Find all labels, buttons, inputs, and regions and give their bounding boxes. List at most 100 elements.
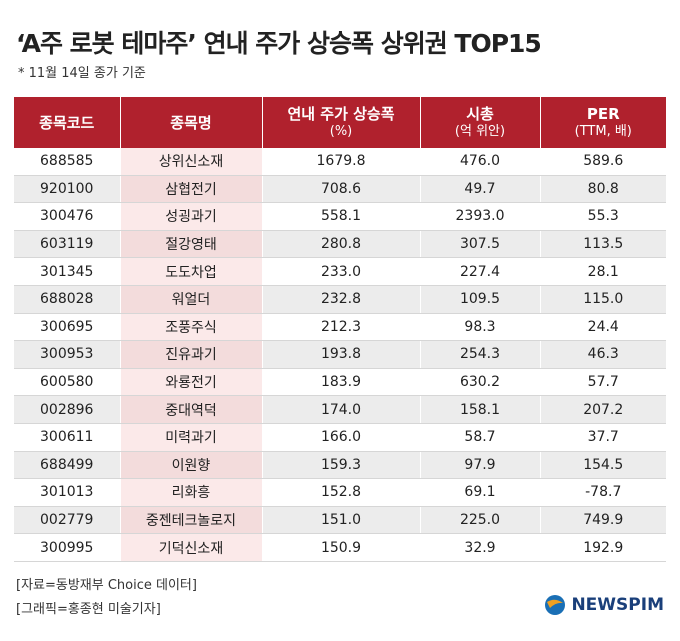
header-cell: 종목명	[119, 97, 262, 148]
table-cell: 749.9	[539, 506, 666, 535]
table-cell: 98.3	[419, 313, 540, 342]
header-cell: 연내 주가 상승폭 (%)	[261, 97, 420, 148]
table-row: 300476 성굉과기 558.1 2393.0 55.3	[14, 202, 666, 231]
header-label: 시총	[466, 104, 494, 123]
table-row: 688028 워얼더 232.8 109.5 115.0	[14, 285, 666, 314]
table-row: 603119 절강영태 280.8 307.5 113.5	[14, 230, 666, 259]
logo-text: NEWSPIM	[571, 595, 664, 615]
table-cell: 조풍주식	[119, 313, 262, 342]
table-cell: 151.0	[261, 506, 420, 535]
table-cell: 97.9	[419, 451, 540, 480]
table-cell: 1679.8	[261, 148, 420, 176]
table-cell: 성굉과기	[119, 202, 262, 231]
header-cell: PER (TTM, 배)	[539, 97, 666, 148]
table-cell: 109.5	[419, 285, 540, 314]
table-cell: 300476	[14, 202, 120, 231]
logo: NEWSPIM	[544, 594, 664, 616]
table-cell: 159.3	[261, 451, 420, 480]
table-cell: 154.5	[539, 451, 666, 480]
table-cell: 삼협전기	[119, 175, 262, 204]
table-cell: 183.9	[261, 368, 420, 397]
table-cell: 158.1	[419, 395, 540, 424]
table-cell: 558.1	[261, 202, 420, 231]
table-cell: 233.0	[261, 257, 420, 286]
table-cell: 55.3	[539, 202, 666, 231]
table-cell: -78.7	[539, 478, 666, 507]
table-cell: 688028	[14, 285, 120, 314]
table-row: 300953 진유과기 193.8 254.3 46.3	[14, 340, 666, 369]
table-cell: 49.7	[419, 175, 540, 204]
table-cell: 603119	[14, 230, 120, 259]
table-cell: 152.8	[261, 478, 420, 507]
table-cell: 32.9	[419, 533, 540, 562]
table-cell: 589.6	[539, 148, 666, 176]
table-cell: 150.9	[261, 533, 420, 562]
table-row: 300611 미력과기 166.0 58.7 37.7	[14, 423, 666, 452]
table-cell: 115.0	[539, 285, 666, 314]
table-cell: 이원향	[119, 451, 262, 480]
table-row: 300995 기덕신소재 150.9 32.9 192.9	[14, 533, 666, 562]
table-cell: 300995	[14, 533, 120, 562]
table-cell: 기덕신소재	[119, 533, 262, 562]
table-row: 301013 리화흥 152.8 69.1 -78.7	[14, 478, 666, 507]
table-cell: 와룡전기	[119, 368, 262, 397]
table-cell: 254.3	[419, 340, 540, 369]
title: ‘A주 로봇 테마주’ 연내 주가 상승폭 상위권 TOP15	[16, 29, 542, 58]
header-label: 연내 주가 상승폭	[287, 104, 395, 123]
table-row: 300695 조풍주식 212.3 98.3 24.4	[14, 313, 666, 342]
header-row: 종목코드 종목명 연내 주가 상승폭 (%) 시총 (억 위안) PER (TTM, 배)	[14, 97, 666, 148]
table-cell: 280.8	[261, 230, 420, 259]
table-cell: 630.2	[419, 368, 540, 397]
table-row: 301345 도도차업 233.0 227.4 28.1	[14, 257, 666, 286]
subtitle: * 11월 14일 종가 기준	[18, 66, 146, 81]
table-cell: 301345	[14, 257, 120, 286]
header-label: 종목명	[170, 113, 212, 132]
table-cell: 002779	[14, 506, 120, 535]
table-cell: 24.4	[539, 313, 666, 342]
table-cell: 225.0	[419, 506, 540, 535]
table-row: 002896 중대역덕 174.0 158.1 207.2	[14, 395, 666, 424]
table-cell: 도도차업	[119, 257, 262, 286]
source-note: [자료=동방재부 Choice 데이터]	[16, 578, 197, 593]
table-cell: 002896	[14, 395, 120, 424]
table-row: 688499 이원향 159.3 97.9 154.5	[14, 451, 666, 480]
table-cell: 중젠테크놀로지	[119, 506, 262, 535]
table: 종목코드 종목명 연내 주가 상승폭 (%) 시총 (억 위안) PER (TTM, 배) 6…	[14, 97, 666, 562]
credit-note: [그래픽=홍종현 미술기자]	[16, 602, 161, 617]
table-cell: 리화흥	[119, 478, 262, 507]
table-cell: 212.3	[261, 313, 420, 342]
table-cell: 80.8	[539, 175, 666, 204]
header-unit: (억 위안)	[454, 123, 506, 139]
table-cell: 미력과기	[119, 423, 262, 452]
table-cell: 227.4	[419, 257, 540, 286]
table-cell: 300611	[14, 423, 120, 452]
table-cell: 600580	[14, 368, 120, 397]
table-cell: 진유과기	[119, 340, 262, 369]
table-body: 688585 상위신소재 1679.8 476.0 589.6 920100 삼협전기 708…	[14, 148, 666, 562]
table-cell: 상위신소재	[119, 148, 262, 176]
table-cell: 688499	[14, 451, 120, 480]
table-cell: 232.8	[261, 285, 420, 314]
table-cell: 37.7	[539, 423, 666, 452]
table-row: 920100 삼협전기 708.6 49.7 80.8	[14, 175, 666, 204]
table-cell: 57.7	[539, 368, 666, 397]
table-cell: 920100	[14, 175, 120, 204]
table-row: 688585 상위신소재 1679.8 476.0 589.6	[14, 148, 666, 176]
table-cell: 113.5	[539, 230, 666, 259]
logo-icon	[545, 595, 566, 615]
table-cell: 46.3	[539, 340, 666, 369]
header-label: PER	[586, 104, 620, 123]
table-cell: 300695	[14, 313, 120, 342]
table-cell: 174.0	[261, 395, 420, 424]
table-cell: 2393.0	[419, 202, 540, 231]
header-cell: 시총 (억 위안)	[419, 97, 540, 148]
table-cell: 307.5	[419, 230, 540, 259]
table-cell: 28.1	[539, 257, 666, 286]
table-cell: 69.1	[419, 478, 540, 507]
table-cell: 58.7	[419, 423, 540, 452]
header-label: 종목코드	[39, 113, 95, 132]
table-row: 002779 중젠테크놀로지 151.0 225.0 749.9	[14, 506, 666, 535]
table-cell: 301013	[14, 478, 120, 507]
table-cell: 193.8	[261, 340, 420, 369]
